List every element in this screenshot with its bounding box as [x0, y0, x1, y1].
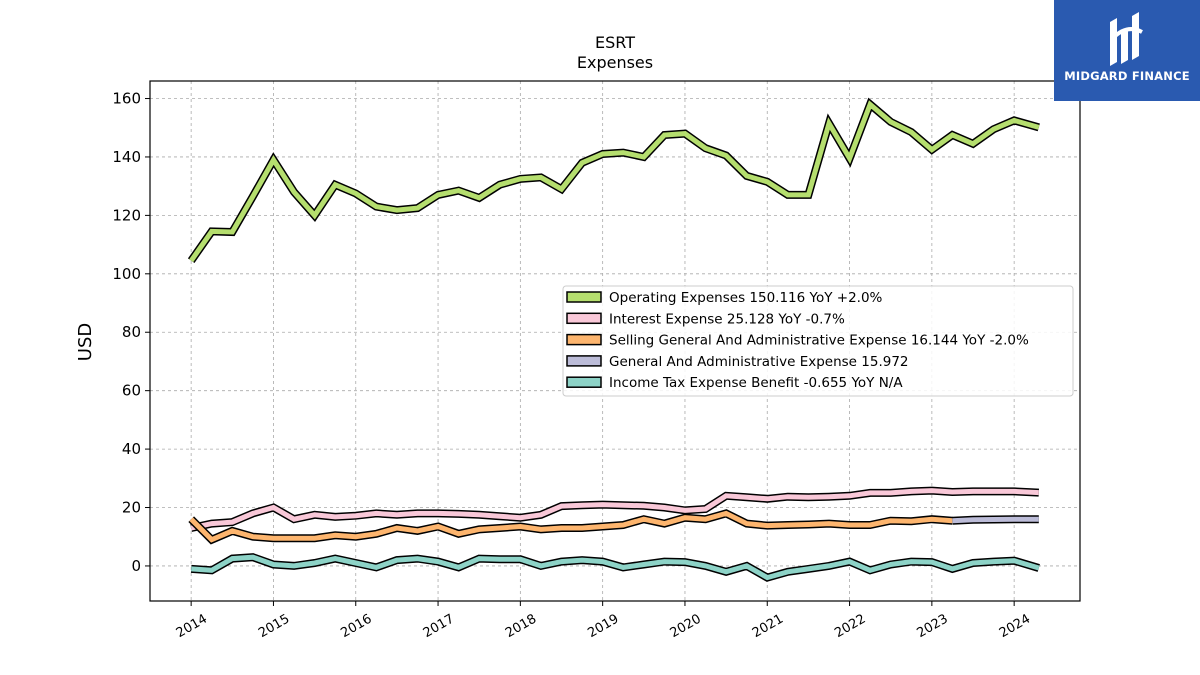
- brand-logo: MIDGARD FINANCE: [1054, 0, 1200, 101]
- legend-label: Interest Expense 25.128 YoY -0.7%: [609, 311, 845, 327]
- y-tick-label: 60: [122, 382, 141, 400]
- x-tick-label: 2022: [832, 612, 868, 642]
- series-4: [190, 553, 1040, 582]
- x-tick-label: 2016: [338, 612, 374, 642]
- x-tick-label: 2020: [668, 612, 704, 642]
- legend-label: Selling General And Administrative Expen…: [609, 333, 1029, 349]
- x-tick-label: 2014: [174, 612, 210, 642]
- y-tick-label: 100: [112, 265, 141, 283]
- y-tick-label: 120: [112, 206, 141, 224]
- legend-swatch: [566, 333, 602, 346]
- x-tick-label: 2021: [750, 612, 786, 642]
- series-layer: [187, 97, 1040, 582]
- legend-label: Income Tax Expense Benefit -0.655 YoY N/…: [609, 375, 903, 391]
- y-axis-ticks: 0 20 40 60 80 100 120 140 160: [112, 90, 150, 575]
- legend: Operating Expenses 150.116 YoY +2.0% Inte…: [562, 285, 1074, 397]
- x-tick-label: 2018: [503, 612, 539, 642]
- midgard-logo-icon: [1110, 12, 1143, 66]
- x-axis-ticks: 2014 2015 2016 2017 2018 2019 2020 2021 2022 2023…: [174, 601, 1033, 641]
- legend-box: [562, 285, 1074, 397]
- x-tick-label: 2023: [915, 612, 951, 642]
- chart-subtitle: Expenses: [577, 53, 653, 72]
- legend-swatch: [566, 355, 602, 367]
- series-line: [191, 554, 1040, 581]
- plot-frame: [149, 80, 1081, 602]
- x-tick-label: 2015: [256, 612, 292, 642]
- legend-swatch: [566, 312, 602, 325]
- series-line-outline: [187, 97, 1040, 263]
- x-tick-label: 2017: [421, 612, 457, 642]
- y-tick-label: 0: [131, 557, 141, 575]
- y-tick-label: 160: [112, 90, 141, 108]
- legend-label: Operating Expenses 150.116 YoY +2.0%: [609, 290, 883, 306]
- legend-swatch: [566, 376, 602, 388]
- series-3: [952, 515, 1039, 525]
- brand-name: MIDGARD FINANCE: [1064, 69, 1190, 83]
- series-line: [190, 488, 1039, 531]
- chart-title: ESRT: [595, 33, 635, 52]
- y-axis-label: USD: [75, 323, 96, 361]
- y-tick-label: 40: [122, 440, 141, 458]
- legend-label: General And Administrative Expense 15.97…: [609, 354, 909, 370]
- x-tick-label: 2024: [997, 612, 1033, 642]
- series-2: [188, 509, 953, 545]
- legend-swatch: [566, 291, 602, 303]
- y-tick-label: 140: [112, 148, 141, 166]
- series-0: [187, 97, 1040, 263]
- x-tick-label: 2019: [585, 612, 621, 642]
- series-line: [952, 516, 1039, 524]
- series-1: [190, 486, 1039, 532]
- y-tick-label: 80: [122, 323, 141, 341]
- series-line: [189, 100, 1040, 263]
- series-line: [189, 510, 953, 543]
- y-tick-label: 20: [122, 499, 141, 517]
